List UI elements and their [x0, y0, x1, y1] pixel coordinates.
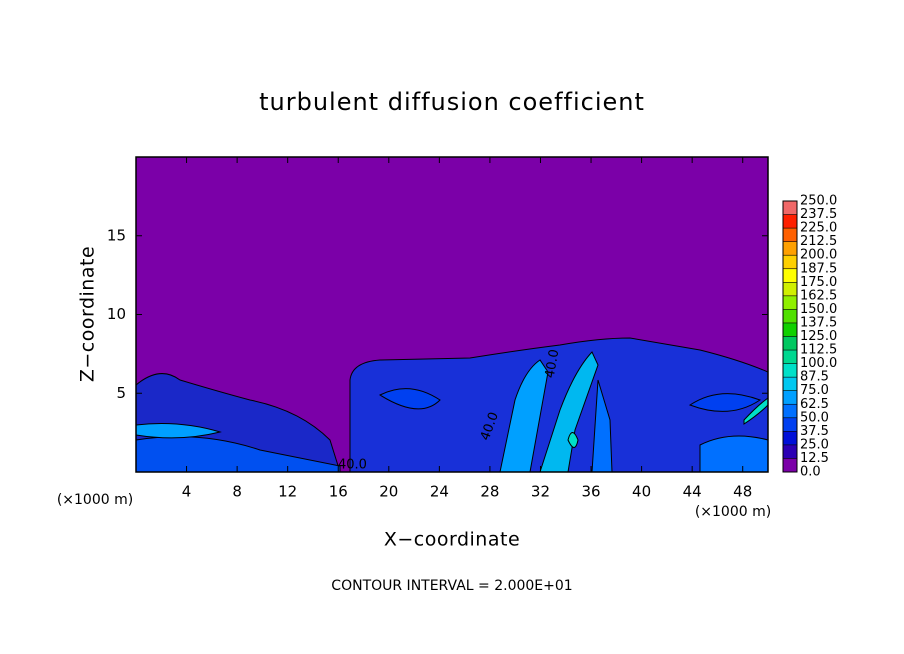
turbulent-region	[349, 337, 768, 472]
x-unit: (×1000 m)	[695, 504, 771, 520]
x-tick-label: 12	[278, 483, 297, 501]
colorbar-label: 50.0	[800, 410, 829, 425]
colorbar-band	[783, 404, 797, 418]
colorbar-band	[783, 322, 797, 337]
colorbar-band	[783, 444, 797, 459]
x-tick-label: 24	[430, 483, 449, 501]
colorbar: 0.012.525.037.550.062.575.087.5100.0112.…	[782, 194, 837, 480]
colorbar-label: 250.0	[800, 194, 837, 209]
turbulent-region	[591, 379, 613, 472]
x-tick-label: 16	[329, 483, 348, 501]
colorbar-band	[783, 255, 797, 269]
colorbar-label: 162.5	[800, 288, 837, 303]
colorbar-band	[783, 228, 797, 242]
colorbar-label: 237.5	[800, 207, 837, 222]
contour-label: 40.0	[338, 458, 367, 473]
turbulent-region	[743, 397, 768, 425]
turbulent-region	[499, 359, 549, 472]
field-features	[136, 337, 768, 472]
y-axis-title: Z−coordinate	[77, 246, 99, 382]
colorbar-label: 112.5	[800, 343, 837, 358]
x-tick-label: 20	[379, 483, 398, 501]
colorbar-band	[783, 295, 797, 310]
turbulent-region	[688, 393, 762, 412]
colorbar-band	[783, 309, 797, 323]
colorbar-band	[783, 201, 797, 215]
x-unit: (×1000 m)	[57, 492, 133, 508]
colorbar-label: 12.5	[800, 451, 829, 466]
colorbar-band	[783, 241, 797, 256]
footer-note: CONTOUR INTERVAL = 2.000E+01	[331, 578, 572, 594]
colorbar-band	[783, 214, 797, 229]
turbulent-region	[539, 351, 599, 472]
colorbar-band	[783, 390, 797, 405]
turbulent-region	[567, 432, 579, 448]
x-tick-label: 48	[733, 483, 752, 501]
contour-label: 40.0	[543, 348, 563, 379]
colorbar-band	[783, 458, 797, 472]
colorbar-label: 187.5	[800, 261, 837, 276]
x-tick-label: 28	[480, 483, 499, 501]
colorbar-band	[783, 417, 797, 432]
colorbar-label: 212.5	[800, 234, 837, 249]
colorbar-label: 37.5	[800, 424, 829, 439]
x-tick-label: 44	[683, 483, 702, 501]
colorbar-label: 75.0	[800, 383, 829, 398]
y-tick-label: 15	[107, 226, 126, 244]
x-tick-label: 4	[182, 483, 192, 501]
turbulent-region	[378, 388, 441, 410]
colorbar-label: 125.0	[800, 329, 837, 344]
colorbar-band	[783, 377, 797, 391]
colorbar-band	[783, 336, 797, 351]
chart-title: turbulent diffusion coefficient	[259, 88, 645, 116]
colorbar-band	[783, 282, 797, 296]
colorbar-label: 137.5	[800, 315, 837, 330]
colorbar-label: 100.0	[800, 356, 837, 371]
turbulent-region	[136, 423, 222, 439]
turbulent-region	[699, 435, 768, 472]
colorbar-band	[783, 431, 797, 445]
colorbar-label: 150.0	[800, 302, 837, 317]
colorbar-label: 225.0	[800, 221, 837, 236]
colorbar-label: 62.5	[800, 397, 829, 412]
colorbar-label: 87.5	[800, 370, 829, 385]
x-tick-label: 32	[531, 483, 550, 501]
y-tick-label: 5	[116, 384, 126, 402]
x-tick-label: 40	[632, 483, 651, 501]
x-axis-title: X−coordinate	[384, 529, 520, 551]
x-tick-label: 8	[232, 483, 242, 501]
x-tick-label: 36	[581, 483, 600, 501]
colorbar-label: 175.0	[800, 275, 837, 290]
colorbar-label: 0.0	[800, 465, 821, 480]
y-tick-label: 10	[107, 305, 126, 323]
colorbar-band	[783, 350, 797, 364]
colorbar-label: 200.0	[800, 248, 837, 263]
colorbar-band	[783, 268, 797, 283]
colorbar-label: 25.0	[800, 437, 829, 452]
colorbar-band	[783, 363, 797, 378]
